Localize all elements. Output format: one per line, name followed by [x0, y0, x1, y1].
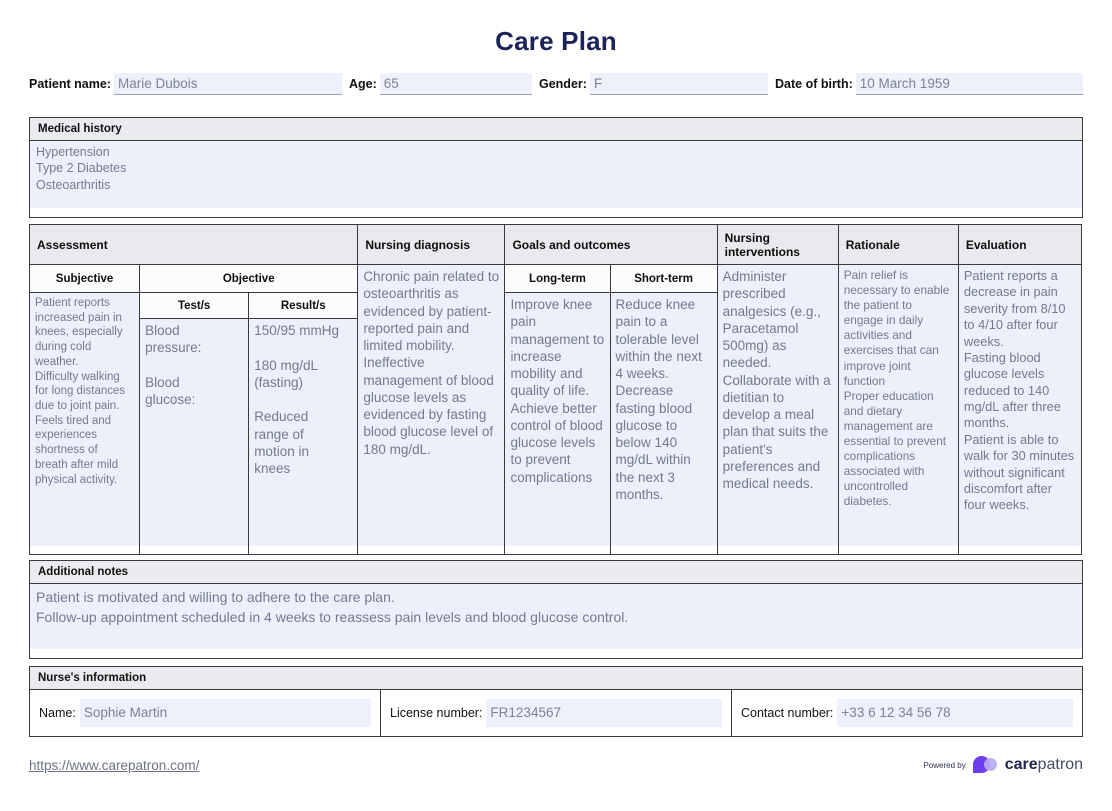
- interventions-textarea[interactable]: Administer prescribed analgesics (e.g., …: [716, 264, 839, 555]
- carepatron-logo-icon: [972, 754, 998, 776]
- age-label: Age:: [349, 77, 377, 91]
- nurse-information-section: Nurse's information Name: Sophie Martin …: [29, 666, 1083, 737]
- tests-textarea[interactable]: Blood pressure: Blood glucose:: [139, 318, 250, 555]
- patient-name-label: Patient name:: [29, 77, 111, 91]
- medical-history-section: Medical history Hypertension Type 2 Diab…: [29, 117, 1083, 218]
- nursing-diagnosis-textarea[interactable]: Chronic pain related to osteoarthritis a…: [357, 264, 506, 555]
- page-footer: https://www.carepatron.com/ Powered by c…: [29, 754, 1083, 776]
- patient-info-row: Patient name: Marie Dubois Age: 65 Gende…: [29, 73, 1083, 95]
- subjective-textarea[interactable]: Patient reports increased pain in knees,…: [28, 292, 141, 555]
- care-plan-table: Assessment Nursing diagnosis Goals and o…: [28, 224, 1083, 555]
- gender-group: Gender: F: [539, 73, 768, 95]
- evaluation-textarea[interactable]: Patient reports a decrease in pain sever…: [957, 264, 1083, 555]
- contact-number-label: Contact number:: [741, 706, 834, 720]
- subheader-objective: Objective: [139, 264, 359, 293]
- additional-notes-section: Additional notes Patient is motivated an…: [29, 560, 1083, 659]
- gender-field[interactable]: F: [589, 73, 768, 95]
- age-field[interactable]: 65: [379, 73, 532, 95]
- nurse-name-field[interactable]: Sophie Martin: [79, 699, 371, 727]
- col-header-goals-outcomes: Goals and outcomes: [504, 224, 718, 265]
- powered-by-label: Powered by: [923, 760, 966, 770]
- long-term-textarea[interactable]: Improve knee pain management to increase…: [504, 292, 611, 555]
- medical-history-textarea[interactable]: Hypertension Type 2 Diabetes Osteoarthri…: [30, 141, 1082, 217]
- col-header-rationale: Rationale: [837, 224, 959, 265]
- subheader-long-term: Long-term: [504, 264, 611, 293]
- nurse-information-header: Nurse's information: [30, 667, 1082, 690]
- subheader-tests: Test/s: [139, 292, 250, 319]
- col-header-nursing-interventions: Nursing interventions: [716, 224, 839, 265]
- powered-by-block: Powered by carepatron: [923, 754, 1083, 776]
- brand-care: care: [1004, 756, 1038, 773]
- care-plan-document: Care Plan Patient name: Marie Dubois Age…: [0, 26, 1112, 776]
- medical-history-header: Medical history: [30, 118, 1082, 141]
- patient-name-field[interactable]: Marie Dubois: [113, 73, 342, 95]
- gender-label: Gender:: [539, 77, 587, 91]
- rationale-textarea[interactable]: Pain relief is necessary to enable the p…: [837, 264, 959, 555]
- col-header-evaluation: Evaluation: [957, 224, 1083, 265]
- nurse-name-cell: Name: Sophie Martin: [30, 690, 380, 736]
- age-group: Age: 65: [349, 73, 532, 95]
- contact-number-field[interactable]: +33 6 12 34 56 78: [837, 699, 1073, 727]
- nurse-information-row: Name: Sophie Martin License number: FR12…: [30, 690, 1082, 736]
- additional-notes-header: Additional notes: [30, 561, 1082, 584]
- subheader-results: Result/s: [248, 292, 359, 319]
- col-header-assessment: Assessment: [28, 224, 359, 265]
- results-textarea[interactable]: 150/95 mmHg 180 mg/dL (fasting) Reduced …: [248, 318, 359, 555]
- nurse-name-label: Name:: [39, 706, 76, 720]
- patient-name-group: Patient name: Marie Dubois: [29, 73, 342, 95]
- short-term-textarea[interactable]: Reduce knee pain to a tolerable level wi…: [609, 292, 718, 555]
- brand-wordmark: carepatron: [1005, 756, 1083, 774]
- subheader-short-term: Short-term: [609, 264, 718, 293]
- dob-field[interactable]: 10 March 1959: [855, 73, 1083, 95]
- contact-number-cell: Contact number: +33 6 12 34 56 78: [731, 690, 1082, 736]
- dob-group: Date of birth: 10 March 1959: [775, 73, 1083, 95]
- brand-patron: patron: [1037, 756, 1083, 773]
- carepatron-link[interactable]: https://www.carepatron.com/: [29, 757, 200, 773]
- additional-notes-textarea[interactable]: Patient is motivated and willing to adhe…: [30, 584, 1082, 658]
- logo-circle-icon: [983, 758, 997, 771]
- col-header-nursing-diagnosis: Nursing diagnosis: [357, 224, 506, 265]
- dob-label: Date of birth:: [775, 77, 853, 91]
- subheader-subjective: Subjective: [28, 264, 141, 293]
- page-title: Care Plan: [495, 26, 617, 56]
- license-number-label: License number:: [390, 706, 483, 720]
- license-number-field[interactable]: FR1234567: [486, 699, 722, 727]
- license-number-cell: License number: FR1234567: [380, 690, 731, 736]
